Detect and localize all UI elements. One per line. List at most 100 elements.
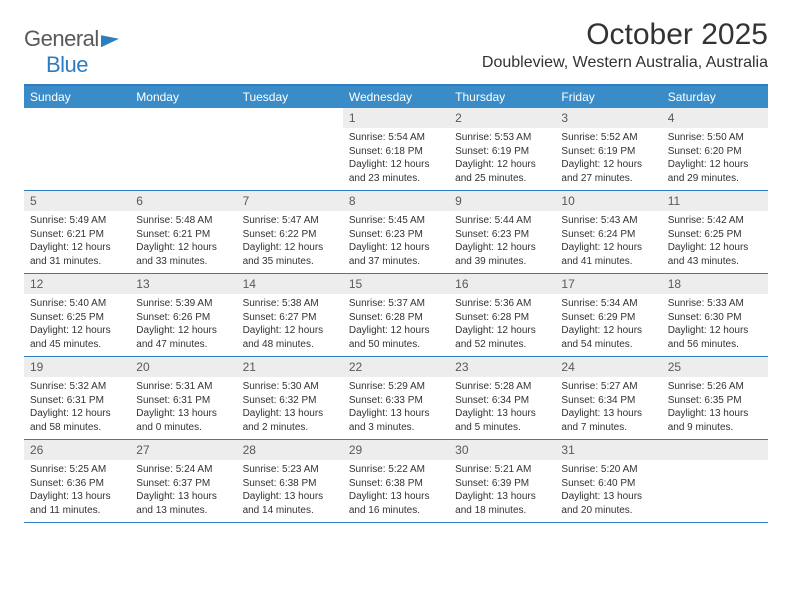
day-cell: 10Sunrise: 5:43 AMSunset: 6:24 PMDayligh… [555,191,661,273]
date-number: 1 [343,108,449,128]
sunrise-line: Sunrise: 5:28 AM [455,380,549,394]
daylight-line: Daylight: 12 hours and 29 minutes. [668,158,762,185]
daylight-line: Daylight: 12 hours and 31 minutes. [30,241,124,268]
day-info: Sunrise: 5:24 AMSunset: 6:37 PMDaylight:… [130,460,236,521]
month-title: October 2025 [482,18,768,52]
date-number: 22 [343,357,449,377]
day-info: Sunrise: 5:45 AMSunset: 6:23 PMDaylight:… [343,211,449,272]
sunset-line: Sunset: 6:38 PM [243,477,337,491]
date-number: 9 [449,191,555,211]
sunset-line: Sunset: 6:21 PM [136,228,230,242]
logo-triangle-icon [101,33,119,48]
sunrise-line: Sunrise: 5:20 AM [561,463,655,477]
sunset-line: Sunset: 6:27 PM [243,311,337,325]
sunrise-line: Sunrise: 5:40 AM [30,297,124,311]
day-cell: 13Sunrise: 5:39 AMSunset: 6:26 PMDayligh… [130,274,236,356]
sunset-line: Sunset: 6:36 PM [30,477,124,491]
day-info: Sunrise: 5:39 AMSunset: 6:26 PMDaylight:… [130,294,236,355]
day-cell: 25Sunrise: 5:26 AMSunset: 6:35 PMDayligh… [662,357,768,439]
daylight-line: Daylight: 13 hours and 18 minutes. [455,490,549,517]
sunset-line: Sunset: 6:32 PM [243,394,337,408]
date-number: 30 [449,440,555,460]
date-number: 14 [237,274,343,294]
sunset-line: Sunset: 6:38 PM [349,477,443,491]
daylight-line: Daylight: 13 hours and 14 minutes. [243,490,337,517]
date-number [662,440,768,460]
daylight-line: Daylight: 12 hours and 27 minutes. [561,158,655,185]
sunset-line: Sunset: 6:30 PM [668,311,762,325]
week-row: 5Sunrise: 5:49 AMSunset: 6:21 PMDaylight… [24,191,768,274]
day-cell: 3Sunrise: 5:52 AMSunset: 6:19 PMDaylight… [555,108,661,190]
header: General Blue October 2025 Doubleview, We… [24,18,768,78]
sunset-line: Sunset: 6:28 PM [455,311,549,325]
day-cell: 8Sunrise: 5:45 AMSunset: 6:23 PMDaylight… [343,191,449,273]
day-header-cell: Wednesday [343,86,449,108]
day-info: Sunrise: 5:32 AMSunset: 6:31 PMDaylight:… [24,377,130,438]
day-cell: 9Sunrise: 5:44 AMSunset: 6:23 PMDaylight… [449,191,555,273]
date-number [130,108,236,128]
day-cell: 17Sunrise: 5:34 AMSunset: 6:29 PMDayligh… [555,274,661,356]
daylight-line: Daylight: 13 hours and 9 minutes. [668,407,762,434]
sunset-line: Sunset: 6:23 PM [349,228,443,242]
daylight-line: Daylight: 12 hours and 54 minutes. [561,324,655,351]
logo-text: General Blue [24,26,117,78]
sunrise-line: Sunrise: 5:34 AM [561,297,655,311]
sunset-line: Sunset: 6:37 PM [136,477,230,491]
daylight-line: Daylight: 13 hours and 11 minutes. [30,490,124,517]
sunrise-line: Sunrise: 5:48 AM [136,214,230,228]
date-number: 18 [662,274,768,294]
day-cell: 23Sunrise: 5:28 AMSunset: 6:34 PMDayligh… [449,357,555,439]
sunrise-line: Sunrise: 5:22 AM [349,463,443,477]
day-info: Sunrise: 5:43 AMSunset: 6:24 PMDaylight:… [555,211,661,272]
daylight-line: Daylight: 12 hours and 39 minutes. [455,241,549,268]
sunset-line: Sunset: 6:21 PM [30,228,124,242]
calendar: SundayMondayTuesdayWednesdayThursdayFrid… [24,84,768,523]
day-info: Sunrise: 5:33 AMSunset: 6:30 PMDaylight:… [662,294,768,355]
day-info: Sunrise: 5:21 AMSunset: 6:39 PMDaylight:… [449,460,555,521]
day-info: Sunrise: 5:22 AMSunset: 6:38 PMDaylight:… [343,460,449,521]
sunrise-line: Sunrise: 5:45 AM [349,214,443,228]
day-cell: 19Sunrise: 5:32 AMSunset: 6:31 PMDayligh… [24,357,130,439]
day-info: Sunrise: 5:42 AMSunset: 6:25 PMDaylight:… [662,211,768,272]
day-cell: 1Sunrise: 5:54 AMSunset: 6:18 PMDaylight… [343,108,449,190]
sunset-line: Sunset: 6:39 PM [455,477,549,491]
day-cell: 14 Sunrise: 5:38 AMSunset: 6:27 PMDayligh… [237,274,343,356]
logo-part2: Blue [46,52,88,77]
sunset-line: Sunset: 6:28 PM [349,311,443,325]
sunset-line: Sunset: 6:33 PM [349,394,443,408]
sunrise-line: Sunrise: 5:29 AM [349,380,443,394]
date-number: 3 [555,108,661,128]
daylight-line: Daylight: 12 hours and 23 minutes. [349,158,443,185]
date-number: 7 [237,191,343,211]
daylight-line: Daylight: 12 hours and 58 minutes. [30,407,124,434]
sunrise-line: Sunrise: 5:38 AM [243,297,337,311]
day-cell: 20Sunrise: 5:31 AMSunset: 6:31 PMDayligh… [130,357,236,439]
day-cell: 28Sunrise: 5:23 AMSunset: 6:38 PMDayligh… [237,440,343,522]
day-cell [662,440,768,522]
date-number: 13 [130,274,236,294]
daylight-line: Daylight: 12 hours and 35 minutes. [243,241,337,268]
date-number: 31 [555,440,661,460]
day-info: Sunrise: 5:23 AMSunset: 6:38 PMDaylight:… [237,460,343,521]
date-number: 27 [130,440,236,460]
day-info: Sunrise: 5:53 AMSunset: 6:19 PMDaylight:… [449,128,555,189]
date-number: 24 [555,357,661,377]
day-info: Sunrise: 5:36 AMSunset: 6:28 PMDaylight:… [449,294,555,355]
sunrise-line: Sunrise: 5:32 AM [30,380,124,394]
day-info: Sunrise: 5:40 AMSunset: 6:25 PMDaylight:… [24,294,130,355]
sunrise-line: Sunrise: 5:53 AM [455,131,549,145]
day-info: Sunrise: 5:34 AMSunset: 6:29 PMDaylight:… [555,294,661,355]
daylight-line: Daylight: 12 hours and 48 minutes. [243,324,337,351]
day-cell: 6Sunrise: 5:48 AMSunset: 6:21 PMDaylight… [130,191,236,273]
date-number: 10 [555,191,661,211]
weeks-container: 1Sunrise: 5:54 AMSunset: 6:18 PMDaylight… [24,108,768,523]
date-number: 8 [343,191,449,211]
daylight-line: Daylight: 12 hours and 52 minutes. [455,324,549,351]
daylight-line: Daylight: 12 hours and 25 minutes. [455,158,549,185]
date-number [24,108,130,128]
date-number: 11 [662,191,768,211]
day-info: Sunrise: 5:49 AMSunset: 6:21 PMDaylight:… [24,211,130,272]
day-info: Sunrise: 5:20 AMSunset: 6:40 PMDaylight:… [555,460,661,521]
day-cell [237,108,343,190]
sunset-line: Sunset: 6:23 PM [455,228,549,242]
